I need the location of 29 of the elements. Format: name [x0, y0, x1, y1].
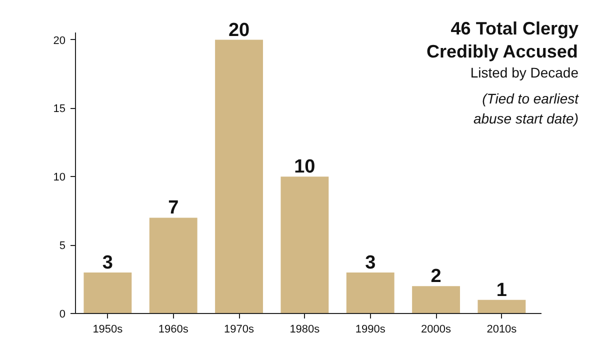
y-tick-label: 5 — [59, 240, 66, 252]
y-tick-label: 15 — [53, 103, 66, 116]
data-label: 7 — [168, 198, 179, 219]
chart-title: 46 Total Clergy Credibly Accused — [426, 18, 579, 62]
x-tick-label: 2010s — [486, 324, 518, 336]
x-tick-label: 1990s — [355, 324, 386, 336]
bar — [84, 272, 132, 314]
y-tick-label: 10 — [53, 172, 66, 184]
data-label: 2 — [430, 266, 442, 288]
data-label: 3 — [365, 252, 376, 274]
x-tick-label: 1980s — [290, 324, 320, 336]
data-label: 3 — [102, 252, 113, 274]
data-label: 20 — [228, 20, 250, 41]
bar — [149, 218, 198, 314]
x-tick-label: 1950s — [92, 324, 124, 336]
x-tick-label: 1960s — [158, 324, 189, 336]
text: Listed by Decade — [470, 64, 579, 80]
bar — [215, 40, 263, 314]
x-tick-label: 2000s — [421, 324, 452, 336]
annotation: (Tied to earliest abuse start date) — [473, 90, 580, 126]
x-tick-label: 1970s — [224, 324, 255, 336]
data-label: 1 — [496, 280, 508, 301]
bar — [478, 300, 526, 314]
bar — [346, 272, 394, 314]
bar — [412, 286, 460, 314]
y-tick-label: 20 — [53, 34, 66, 47]
data-label: 10 — [294, 156, 316, 178]
y-tick-label: 0 — [59, 308, 66, 320]
bar — [280, 176, 329, 314]
